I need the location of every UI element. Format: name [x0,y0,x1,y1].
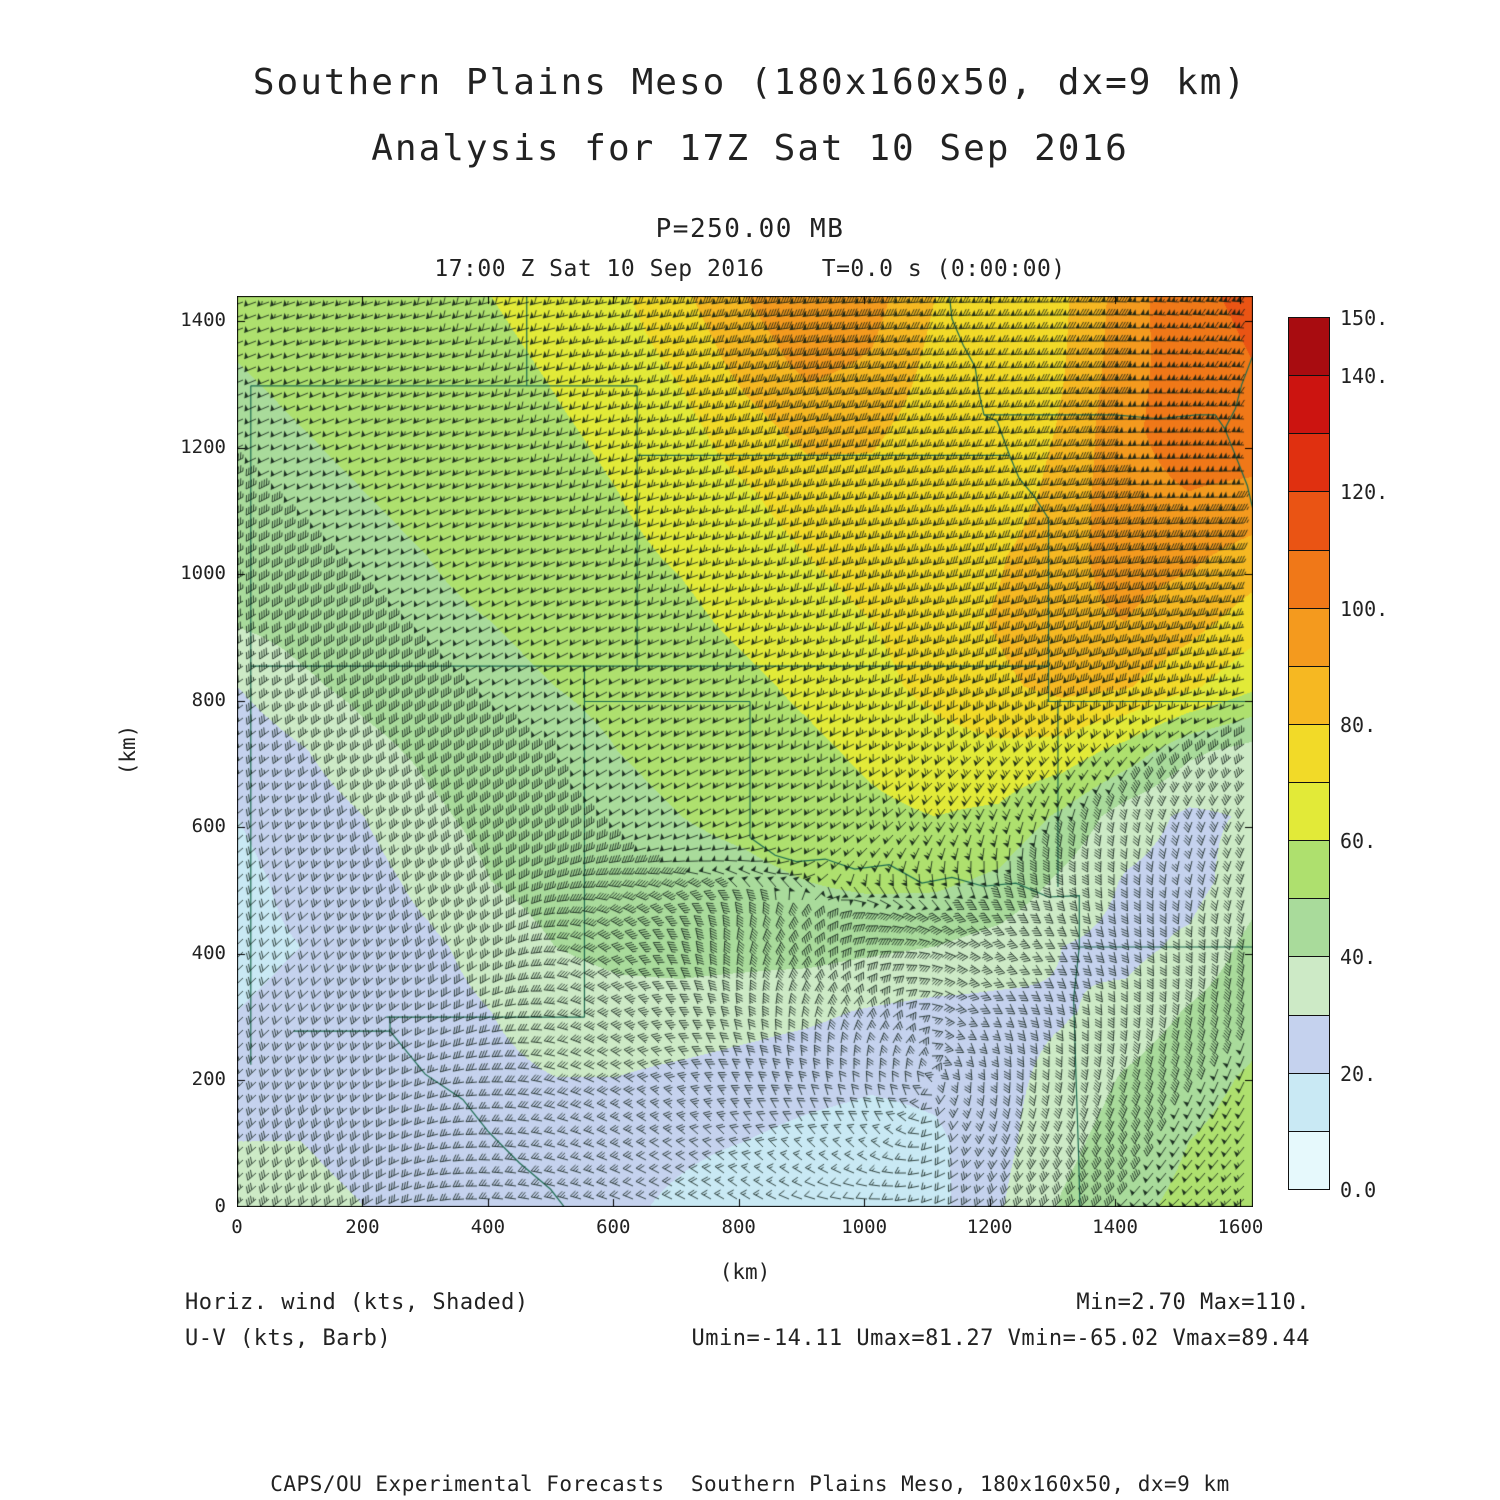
y-axis-tick-label: 600 [191,815,226,838]
valid-time-label: 17:00 Z Sat 10 Sep 2016 T=0.0 s (0:00:00… [434,256,1066,282]
colorbar-box [1288,782,1330,842]
x-axis-tick-label: 1600 [1217,1216,1264,1238]
colorbar-box [1288,1130,1330,1190]
x-axis-tick-label: 1200 [966,1216,1013,1238]
x-axis-tick-label: 1400 [1092,1216,1138,1238]
colorbar-box [1288,1072,1330,1132]
y-axis-tick-label: 800 [191,688,226,711]
x-axis-tick-label: 400 [470,1216,506,1238]
colorbar-box [1288,956,1330,1016]
x-axis-tick-label: 800 [721,1216,756,1238]
y-axis-tick-label: 0 [214,1195,226,1217]
x-axis-tick-label: 1000 [841,1216,888,1238]
colorbar-tick-label: 0.0 [1340,1178,1377,1202]
x-axis-label: (km) [719,1260,771,1284]
colorbar-tick-label: 120. [1340,480,1389,505]
shaded-field-legend: Horiz. wind (kts, Shaded) [185,1290,529,1315]
y-axis-tick-label: 1000 [180,562,226,585]
minmax-stats: Min=2.70 Max=110. [1076,1290,1310,1315]
colorbar-box [1288,607,1330,667]
colorbar-box [1288,665,1330,725]
y-axis-tick-label: 1400 [180,309,226,332]
wind-analysis-plot [237,296,1253,1207]
x-axis-tick-label: 200 [345,1216,380,1238]
y-axis-tick-label: 1200 [180,435,226,458]
y-axis-tick-label: 200 [191,1068,226,1091]
colorbar-box [1288,840,1330,900]
y-axis-tick-label: 400 [191,941,226,964]
colorbar-tick-label: 150. [1340,306,1389,330]
wind-analysis-canvas [237,296,1253,1207]
colorbar-box [1288,549,1330,609]
colorbar-box [1288,491,1330,551]
colorbar-box [1288,1014,1330,1074]
x-axis-tick-label: 0 [231,1216,243,1238]
pressure-level-label: P=250.00 MB [655,214,845,244]
x-axis-tick-label: 600 [596,1216,631,1238]
colorbar-box [1288,317,1330,377]
colorbar-tick-label: 80. [1340,712,1377,737]
page-title-line2: Analysis for 17Z Sat 10 Sep 2016 [371,128,1129,169]
colorbar-box [1288,898,1330,958]
colorbar-tick-label: 20. [1340,1061,1377,1086]
colorbar-box [1288,723,1330,784]
colorbar-tick-label: 40. [1340,945,1377,970]
colorbar [1288,317,1330,1190]
colorbar-box [1288,375,1330,435]
uv-stats: Umin=-14.11 Umax=81.27 Vmin=-65.02 Vmax=… [691,1326,1310,1351]
credit-line: CAPS/OU Experimental Forecasts Southern … [270,1472,1230,1496]
page-title-line1: Southern Plains Meso (180x160x50, dx=9 k… [252,62,1248,103]
colorbar-box [1288,433,1330,493]
colorbar-tick-label: 100. [1340,596,1389,621]
y-axis-label: (km) [116,724,140,776]
barb-field-legend: U-V (kts, Barb) [185,1326,392,1351]
colorbar-tick-label: 60. [1340,829,1377,854]
colorbar-tick-label: 140. [1340,364,1389,389]
